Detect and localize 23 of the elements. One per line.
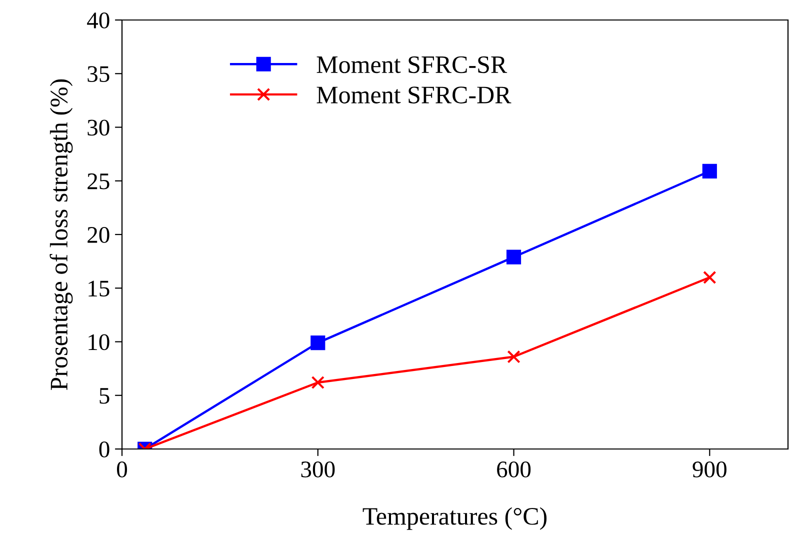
y-tick-label: 0 (99, 441, 110, 458)
y-tick-label: 20 (88, 226, 110, 243)
legend-label: Moment SFRC-DR (316, 86, 512, 104)
y-tick-label: 35 (88, 66, 110, 82)
y-tick-label: 30 (88, 120, 110, 136)
y-tick-label: 5 (100, 388, 110, 404)
point (506, 250, 522, 264)
x-tick-label: 600 (497, 461, 531, 478)
x-tick-label: 300 (301, 461, 335, 478)
x-axis-title: Temperatures (°C) (362, 507, 547, 530)
y-tick-label: 10 (88, 334, 110, 350)
y-axis-title: Prosentage of loss strength (%) (50, 79, 73, 390)
x-tick-label: 0 (116, 461, 128, 478)
point (507, 350, 520, 364)
point (703, 270, 716, 284)
point (311, 376, 324, 390)
x-tick-label: 900 (692, 461, 726, 478)
point (702, 164, 717, 179)
y-tick-label: 15 (88, 280, 110, 297)
point (310, 336, 326, 350)
y-tick-label: 25 (88, 173, 110, 190)
legend-label: Moment SFRC-SR (316, 56, 508, 74)
y-tick-label: 40 (87, 12, 110, 28)
